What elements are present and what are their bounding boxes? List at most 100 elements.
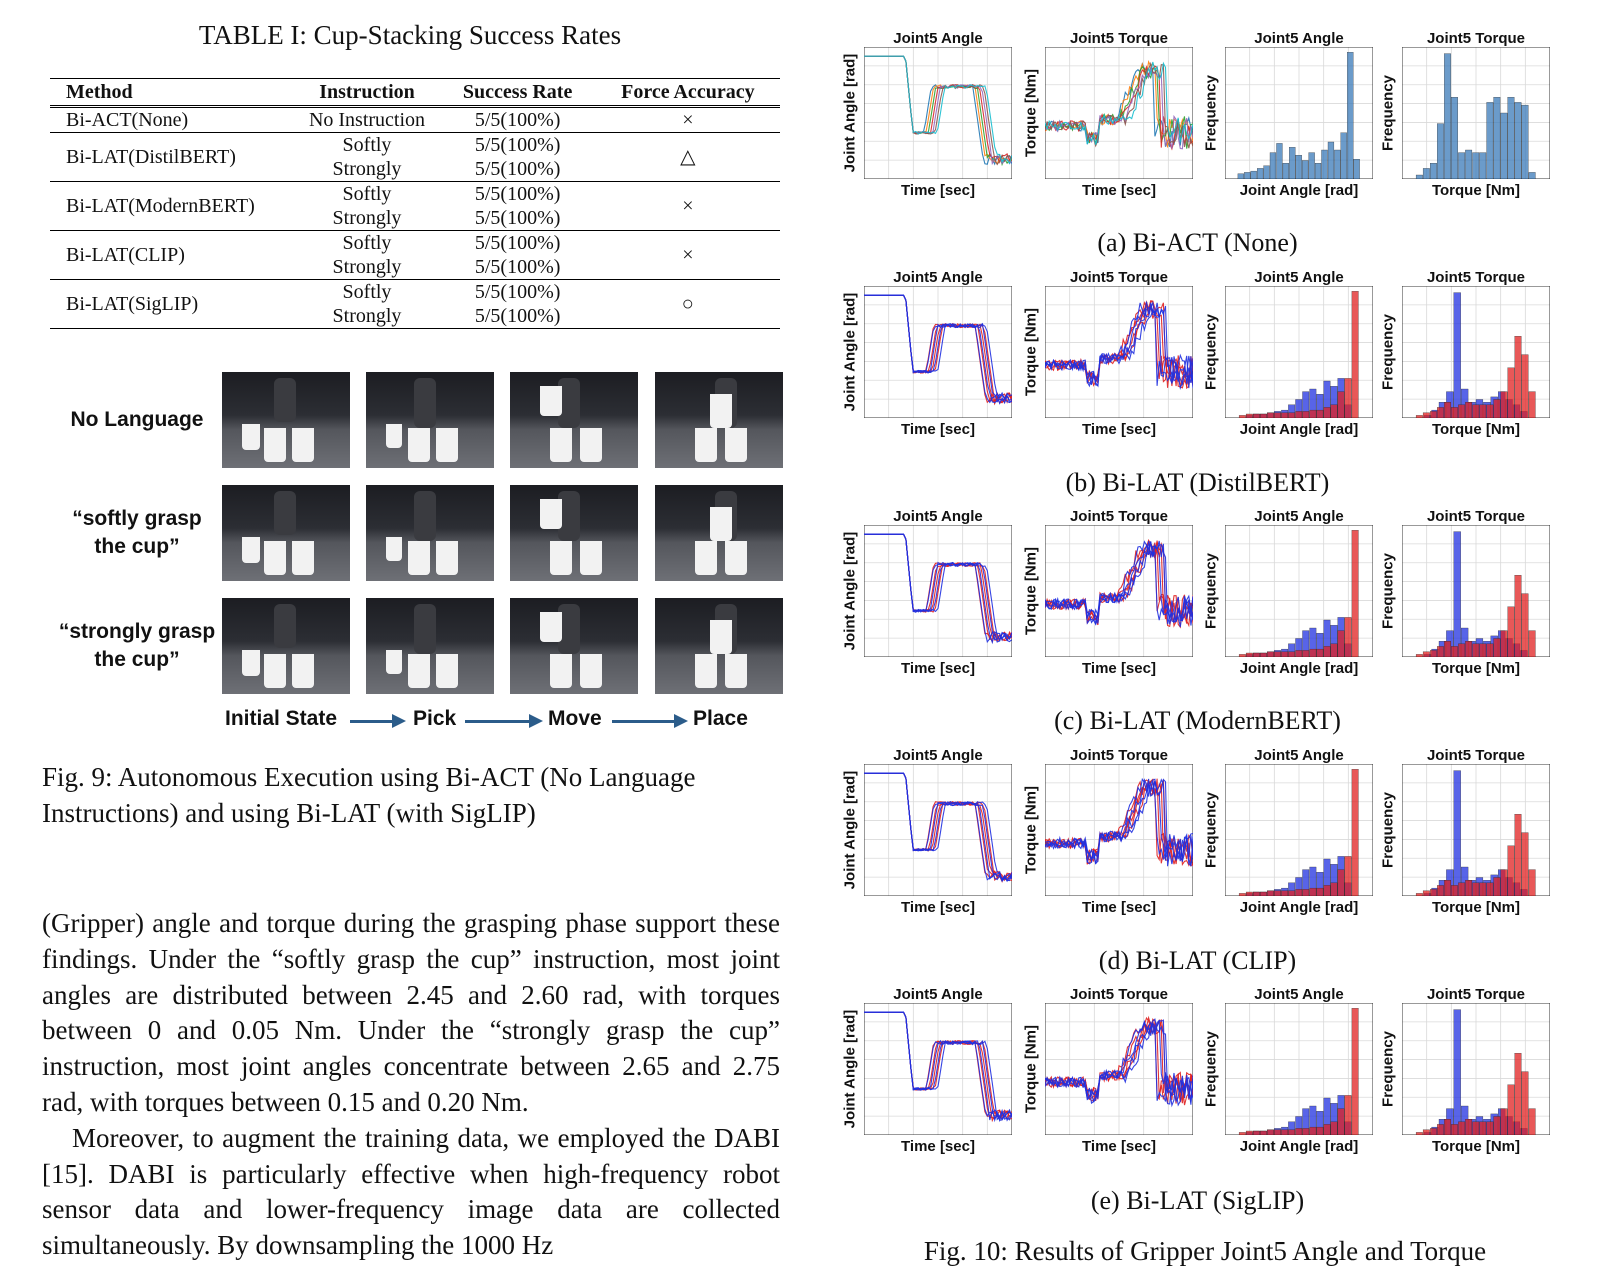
x-axis-label: Time [sec] [1082,421,1156,438]
histogram-bar [1337,391,1345,418]
y-axis-label: Joint Angle [rad] [841,1009,859,1129]
histogram-bar [1528,391,1536,418]
cup [408,541,430,575]
histogram-bar [1493,638,1501,657]
histogram-bar [1472,1121,1480,1135]
histogram-bar [1309,627,1317,657]
rate-strongly: 5/5(100%) [474,305,561,327]
figure-10-caption: Fig. 10: Results of Gripper Joint5 Angle… [923,1236,1487,1266]
cup [408,654,430,688]
y-axis-label: Frequency [1202,314,1220,390]
y-axis-label: Joint Angle [rad] [841,531,859,651]
panel-title: Joint5 Angle [893,986,983,1003]
row-label-softly: “softly grasp the cup” [72,507,202,558]
histogram-bar [1514,814,1522,896]
col-header-success-rate: Success Rate [462,80,573,103]
instruction-strongly: Strongly [332,256,402,278]
stage-place: Place [693,707,748,730]
histogram-bar [1500,869,1508,896]
x-axis-label: Torque [Nm] [1431,182,1521,199]
histogram-bar [1437,407,1444,418]
series-line [864,55,1012,165]
panel-title: Joint5 Angle [893,30,983,47]
y-axis-label: Joint Angle [rad] [841,770,859,890]
panel-title: Joint5 Angle [1254,986,1344,1003]
histogram-bar [1451,646,1458,657]
histogram-bar [1507,1084,1515,1135]
cup [725,541,747,575]
x-axis-label: Time [sec] [1082,660,1156,677]
histogram-bar [1521,354,1529,418]
series-line [1045,306,1193,389]
cup [292,428,314,462]
histogram-bar [1453,770,1461,896]
histogram-bar [1415,893,1423,896]
subfigure-caption: (c) Bi-LAT (ModernBERT) [1054,706,1341,735]
histogram-bar [1260,413,1267,418]
histogram-bar [1253,652,1260,657]
histogram-bar [1253,1130,1260,1135]
histogram-bar [1309,388,1317,418]
table-row: Bi-LAT(CLIP) Softly Strongly 5/5(100%) 5/5… [50,231,780,280]
histogram-bar [1521,832,1529,896]
instruction-softly: Softly [342,281,392,303]
histogram-bar [1282,163,1289,179]
cup [710,507,732,541]
histogram-bar [1465,880,1473,896]
execution-photo [366,598,494,694]
histogram-bar [1281,651,1289,657]
histogram-bar [1437,885,1444,896]
histogram-bar [1330,1103,1338,1135]
cup [436,541,458,575]
rate-softly: 5/5(100%) [474,232,561,254]
histogram-bar [1337,869,1345,896]
plot-area [1045,47,1193,179]
histogram-bar [1521,104,1529,179]
x-axis-label: Torque [Nm] [1431,660,1521,677]
histogram-bar [1238,654,1246,657]
plot-area [1045,525,1193,657]
histogram-bar [1528,1108,1536,1135]
histogram-bar [1472,404,1480,418]
histogram-bar [1267,651,1274,657]
execution-photo [510,598,638,694]
rate-strongly: 5/5(100%) [474,207,561,229]
panel-title: Joint5 Torque [1426,747,1526,764]
robot-arm [558,491,580,541]
histogram-bar [1430,1128,1437,1135]
stage-move: Move [548,707,602,730]
plot-area [1045,764,1193,896]
plot-area [1402,525,1550,657]
cup [540,612,562,642]
x-axis-label: Time [sec] [1082,899,1156,916]
histogram-bar [1238,415,1246,418]
cup [550,541,572,575]
histogram-bar [1323,885,1331,896]
instruction-cell: Softly Strongly [294,182,439,231]
histogram-bar [1323,407,1331,418]
cup [242,424,260,450]
cup [695,541,717,575]
execution-photo [366,485,494,581]
histogram-bar [1493,877,1501,896]
histogram-bar [1507,606,1515,657]
plot-area [1225,286,1373,418]
histogram-bar [1316,887,1324,896]
x-axis-label: Time [sec] [901,899,975,916]
histogram-bar [1500,1108,1508,1135]
histogram-bar [1323,1124,1331,1135]
y-axis-label: Frequency [1379,314,1397,390]
plot-area [1225,1003,1373,1135]
arrow-right-icon [674,714,688,728]
histogram-bar [1260,891,1267,896]
cup [264,541,286,575]
histogram-bar [1309,887,1317,896]
histogram-bar [1453,1009,1461,1135]
histogram-bar [1309,648,1317,657]
histogram-bar [1437,1124,1444,1135]
histogram-bar [1288,404,1296,418]
series-line [864,533,1012,642]
histogram-bar [1351,769,1359,896]
histogram-bar [1288,651,1296,657]
execution-photo [222,485,350,581]
